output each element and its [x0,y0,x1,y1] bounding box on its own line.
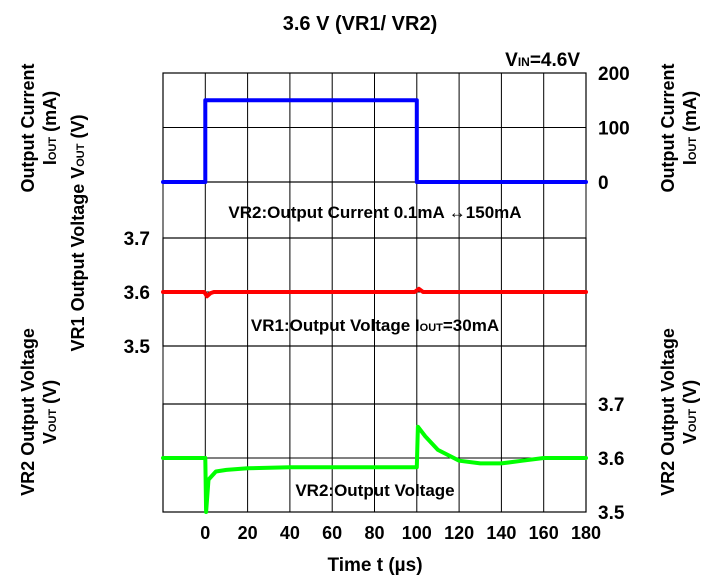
annotation-vr2: VR2:Output Voltage [295,481,454,500]
ylabel-current-right: Output Current [658,64,678,193]
series-line-current [161,98,588,184]
x-axis-label: Time t (µs) [327,555,422,576]
ylabel-vr1-left: VR1 Output Voltage VOUT (V) [68,115,88,352]
y-tick-label-current: 0 [598,173,609,194]
series-line-vr1 [161,286,588,299]
x-tick-label: 180 [571,523,601,543]
x-tick-label: 80 [364,523,384,543]
ylabel-vr2-right-unit: VOUT (V) [680,380,700,444]
y-tick-label-vr1: 3.6 [124,283,150,304]
y-tick-label-current: 200 [598,64,630,85]
x-tick-label: 0 [200,523,210,543]
y-tick-label-vr1: 3.5 [124,337,151,358]
y-tick-label-vr2: 3.7 [598,395,624,416]
annotation-current: VR2:Output Current 0.1mA ↔150mA [228,203,521,222]
x-tick-label: 160 [529,523,559,543]
x-tick-label: 60 [322,523,342,543]
condition-label: VIN=4.6V [505,50,580,71]
panel-frame-current [162,72,587,183]
chart-title: 3.6 V (VR1/ VR2) [283,13,438,35]
ylabel-current-left: Output Current [18,64,38,193]
ylabel-current-left-unit: IOUT (mA) [40,91,60,165]
ylabel-vr2-right: VR2 Output Voltage [658,328,678,496]
series-line-vr2 [161,424,588,514]
x-tick-label: 40 [280,523,300,543]
x-tick-label: 100 [402,523,432,543]
ylabel-vr2-left-unit: VOUT (V) [40,380,60,444]
x-tick-label: 120 [444,523,474,543]
x-tick-label: 140 [486,523,516,543]
x-tick-label: 20 [238,523,258,543]
y-tick-label-vr2: 3.5 [598,503,625,524]
y-tick-label-current: 100 [598,119,630,140]
ylabel-vr2-left: VR2 Output Voltage [18,328,38,496]
ylabel-current-right-unit: IOUT (mA) [680,91,700,165]
y-tick-label-vr2: 3.6 [598,449,624,470]
y-tick-label-vr1: 3.7 [124,229,150,250]
annotation-vr1: VR1:Output Voltage IOUT=30mA [251,316,499,335]
